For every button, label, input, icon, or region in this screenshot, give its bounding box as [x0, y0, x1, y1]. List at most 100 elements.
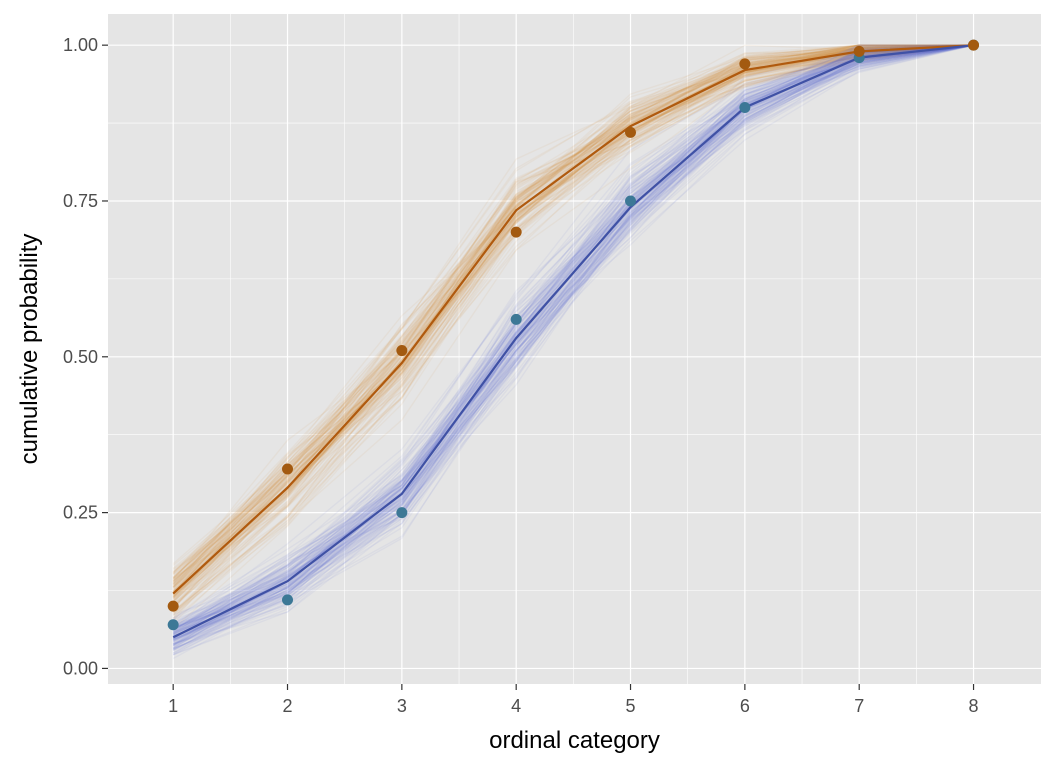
posterior-draw-line [172, 44, 974, 626]
posterior-draw-line [172, 44, 974, 613]
posterior-draw-line [172, 44, 974, 602]
posterior-draw-line [172, 44, 974, 640]
posterior-draw-line [172, 44, 974, 616]
posterior-draw-line [172, 44, 974, 599]
posterior-draw-line [172, 44, 974, 578]
posterior-draw-line [172, 44, 974, 606]
posterior-draw-line [172, 44, 974, 641]
observed-point [853, 45, 865, 57]
posterior-draw-line [172, 44, 974, 650]
posterior-draw-line [172, 44, 974, 629]
posterior-draw-line [172, 44, 974, 598]
posterior-draw-line [172, 44, 974, 652]
posterior-draw-line [172, 44, 974, 617]
posterior-draw-line [172, 44, 974, 594]
plot-panel [108, 14, 1041, 684]
posterior-draw-line [172, 44, 974, 619]
observed-point [510, 226, 522, 238]
posterior-draw-line [172, 44, 974, 638]
posterior-draw-line [172, 44, 974, 628]
posterior-draw-line [172, 44, 974, 585]
posterior-draw-line [172, 44, 974, 586]
posterior-draw-line [172, 44, 974, 642]
posterior-draw-line [172, 44, 974, 649]
posterior-draw-line [172, 44, 974, 613]
posterior-draw-line [172, 44, 974, 636]
posterior-draw-line [172, 44, 974, 607]
posterior-draw-line [172, 44, 974, 613]
posterior-draw-line [172, 44, 974, 596]
posterior-draw-line [172, 44, 974, 642]
posterior-draw-line [172, 44, 974, 646]
posterior-draw-line [172, 44, 974, 592]
posterior-draw-line [172, 44, 974, 654]
posterior-draw-line [172, 44, 974, 639]
posterior-draw-line [172, 44, 974, 640]
posterior-draw-line [172, 44, 974, 614]
axes: 0.00 0.25 0.50 0.75 1.00 1 2 3 4 5 6 7 8 [63, 35, 979, 716]
fitted-line [172, 44, 974, 639]
posterior-draw-line [172, 44, 974, 581]
observed-point [625, 126, 637, 138]
posterior-draw-line [172, 44, 974, 598]
posterior-draw-line [172, 44, 974, 640]
posterior-draw-line [172, 44, 974, 589]
posterior-draw-line [172, 44, 974, 627]
posterior-draw-line [172, 44, 974, 609]
posterior-draw-line [172, 44, 974, 631]
posterior-draw-line [172, 44, 974, 647]
posterior-draw-line [172, 44, 974, 654]
posterior-draw-line [172, 44, 974, 582]
posterior-draw-line [172, 44, 974, 579]
posterior-draw-line [172, 44, 974, 629]
observed-point [396, 507, 408, 519]
posterior-draw-line [172, 44, 974, 588]
posterior-draw-line [172, 44, 974, 586]
posterior-draw-line [172, 44, 974, 603]
posterior-draw-line [172, 44, 974, 579]
posterior-draw-line [172, 44, 974, 596]
posterior-draw-line [172, 44, 974, 634]
posterior-draw-line [172, 44, 974, 590]
posterior-draw-line [172, 44, 974, 650]
posterior-draw-line [172, 44, 974, 593]
x-axis-title: ordinal category [489, 727, 660, 754]
observed-point [510, 313, 522, 325]
posterior-draw-line [172, 44, 974, 573]
posterior-draw-line [172, 44, 974, 647]
fitted-line [172, 44, 974, 595]
posterior-draw-line [172, 44, 974, 632]
posterior-draw-line [172, 44, 974, 650]
posterior-draw-line [172, 44, 974, 581]
posterior-draw-line [172, 44, 974, 570]
posterior-draw-line [172, 44, 974, 592]
posterior-draw-line [172, 44, 974, 598]
posterior-draw-line [172, 44, 974, 621]
posterior-draw-line [172, 44, 974, 584]
posterior-draw-line [172, 44, 974, 603]
posterior-draw-line [172, 44, 974, 628]
posterior-draw-line [172, 44, 974, 592]
posterior-draw-line [172, 44, 974, 623]
x-tick-label: 5 [626, 696, 636, 716]
posterior-draw-line [172, 44, 974, 574]
posterior-draw-line [172, 44, 974, 641]
posterior-draw-line [172, 44, 974, 651]
posterior-draw-line [172, 44, 974, 630]
posterior-draw-line [172, 44, 974, 575]
posterior-draw-line [172, 44, 974, 595]
posterior-draw-line [172, 44, 974, 605]
posterior-draw-line [172, 44, 974, 636]
posterior-draw-line [172, 44, 974, 656]
posterior-draw-line [172, 44, 974, 632]
posterior-draw-line [172, 44, 974, 576]
posterior-draw-line [172, 44, 974, 635]
posterior-draw-line [172, 44, 974, 637]
posterior-draw-line [172, 44, 974, 582]
posterior-draw-line [172, 44, 974, 582]
posterior-draw-line [172, 44, 974, 607]
posterior-draw-line [172, 44, 974, 645]
posterior-draw-line [172, 44, 974, 622]
posterior-draw-line [172, 44, 974, 574]
posterior-draw-line [172, 44, 974, 580]
